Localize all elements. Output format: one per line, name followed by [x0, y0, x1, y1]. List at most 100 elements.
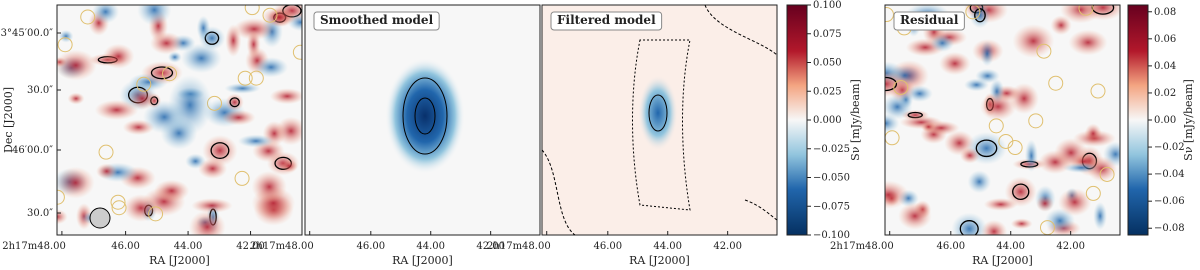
- colorbar-tick-label: 0.00: [1154, 115, 1176, 126]
- title-box: [550, 11, 663, 31]
- contour: [402, 77, 448, 155]
- colorbar-tick-label: 0.02: [1154, 88, 1176, 99]
- source-marker: [1085, 185, 1101, 201]
- contour: [974, 8, 986, 23]
- source-marker: [148, 206, 164, 222]
- source-marker: [162, 66, 178, 82]
- blob: [153, 179, 190, 203]
- source-marker: [111, 200, 127, 216]
- y-tick-label: −3°45′00.0″: [0, 28, 53, 39]
- blob: [233, 18, 275, 41]
- x-tick-label: 46.00: [111, 241, 140, 252]
- beam: [89, 207, 111, 229]
- contour: [1012, 183, 1030, 201]
- blob: [96, 163, 118, 180]
- panel-border: [56, 4, 303, 236]
- blob: [137, 5, 172, 26]
- y-axis-label: Dec [J2000]: [2, 87, 15, 153]
- x-tick-label: 44.00: [174, 241, 203, 252]
- source-marker: [1036, 43, 1052, 59]
- x-tick-label: 2h17m48.00: [487, 241, 551, 252]
- blob: [885, 94, 913, 120]
- y-tick-label: 30.0″: [27, 208, 53, 219]
- model-blob: [385, 58, 465, 174]
- colorbar-tick-label: −0.08: [1154, 223, 1185, 234]
- source-marker: [1048, 75, 1064, 91]
- source-marker: [80, 9, 96, 25]
- source-marker: [234, 170, 250, 186]
- blob: [237, 134, 274, 148]
- source-marker: [1099, 166, 1115, 182]
- blob: [980, 41, 995, 67]
- blob: [1036, 195, 1054, 212]
- x-tick-label: 2h17m48.00: [250, 241, 314, 252]
- blob: [198, 158, 228, 179]
- blob: [975, 68, 1000, 84]
- source-marker: [1078, 5, 1094, 16]
- blob: [1004, 176, 1037, 207]
- blob: [1081, 5, 1120, 21]
- x-tick-label: 2h17m48.00: [2, 241, 66, 252]
- blob: [123, 194, 159, 222]
- model-blob: [638, 75, 678, 151]
- blob: [57, 49, 97, 81]
- x-tick-label: 42.00: [1056, 241, 1085, 252]
- panel-title: Filtered model: [557, 13, 656, 27]
- y-tick-label: 46′00.0″: [12, 145, 53, 156]
- blob: [1010, 218, 1033, 230]
- blob: [1009, 83, 1039, 115]
- colorbar-tick-label: −0.04: [1154, 169, 1185, 180]
- blob: [225, 93, 244, 111]
- blob: [898, 202, 932, 230]
- source-marker: [237, 70, 253, 86]
- source-marker: [248, 70, 264, 86]
- colorbar-tick-label: −0.075: [813, 201, 850, 212]
- title-box: [893, 11, 965, 31]
- contour: [885, 76, 898, 92]
- blob: [191, 198, 233, 213]
- colorbar-label: Sν [mJy/beam]: [849, 79, 862, 161]
- blob: [885, 113, 900, 133]
- blob: [959, 147, 980, 164]
- colorbar-tick-label: 0.000: [813, 115, 842, 126]
- contour: [744, 199, 778, 221]
- blob: [885, 71, 908, 97]
- source-marker: [988, 118, 1004, 134]
- colorbar-tick-label: 0.075: [813, 29, 842, 40]
- colorbar-tick-label: −0.06: [1154, 196, 1185, 207]
- blob: [251, 170, 287, 203]
- blob: [188, 210, 226, 235]
- panel-title: Residual: [900, 13, 959, 27]
- contour: [150, 66, 174, 80]
- x-tick-label: 2h17m48.00: [830, 241, 894, 252]
- blob: [1068, 29, 1108, 56]
- colorbar: [786, 4, 808, 236]
- blob: [221, 109, 256, 126]
- blob: [57, 166, 95, 199]
- panel-title: Smoothed model: [320, 13, 434, 27]
- blob: [920, 121, 937, 133]
- blob: [167, 51, 182, 63]
- colorbar-tick-label: 0.050: [813, 58, 842, 69]
- source-marker: [965, 5, 981, 20]
- contour: [229, 97, 240, 108]
- x-tick-label: 42.00: [713, 241, 742, 252]
- source-marker: [292, 44, 302, 60]
- title-box: [313, 11, 440, 31]
- blob: [254, 57, 289, 78]
- colorbar-tick-label: 0.06: [1154, 34, 1176, 45]
- source-marker: [262, 7, 278, 23]
- blob: [1012, 24, 1055, 59]
- contour: [704, 4, 778, 56]
- source-marker: [885, 7, 894, 23]
- blob: [1084, 123, 1102, 144]
- source-marker: [893, 79, 909, 95]
- source-marker: [98, 144, 114, 160]
- source-marker: [110, 194, 126, 210]
- blob: [1050, 15, 1072, 36]
- contour: [648, 94, 668, 132]
- x-axis-label: RA [J2000]: [629, 254, 690, 267]
- x-tick-label: 42.00: [236, 241, 265, 252]
- blob: [967, 170, 992, 194]
